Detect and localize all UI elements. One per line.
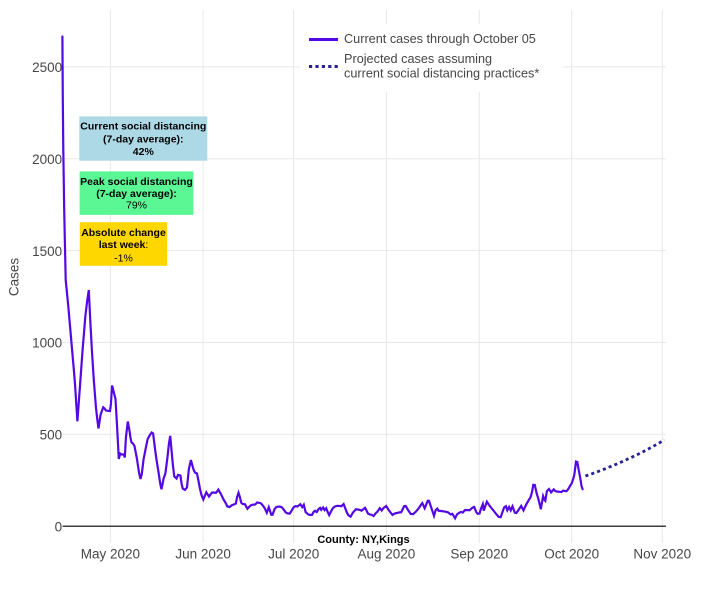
svg-text:Peak social distancing: Peak social distancing bbox=[80, 176, 193, 188]
svg-text:May 2020: May 2020 bbox=[81, 547, 140, 562]
svg-text:(7-day average):: (7-day average): bbox=[103, 133, 184, 145]
svg-text:(7-day average):: (7-day average): bbox=[96, 188, 177, 200]
svg-text:2500: 2500 bbox=[32, 60, 62, 75]
svg-text:0: 0 bbox=[55, 519, 63, 534]
svg-text:Cases: Cases bbox=[7, 258, 22, 297]
svg-text:Current social distancing: Current social distancing bbox=[80, 120, 206, 132]
svg-text:1000: 1000 bbox=[32, 336, 62, 351]
svg-text:Current cases through October: Current cases through October 05 bbox=[344, 32, 536, 46]
svg-text:Sep 2020: Sep 2020 bbox=[450, 547, 508, 562]
svg-text:79%: 79% bbox=[126, 200, 147, 212]
svg-text:Oct 2020: Oct 2020 bbox=[544, 547, 599, 562]
svg-text:Absolute change: Absolute change bbox=[81, 227, 166, 239]
svg-text:500: 500 bbox=[40, 428, 63, 443]
svg-text:County: NY,Kings: County: NY,Kings bbox=[317, 534, 409, 546]
svg-text:Jul 2020: Jul 2020 bbox=[268, 547, 319, 562]
svg-text:-1%: -1% bbox=[114, 252, 133, 264]
svg-text:Nov 2020: Nov 2020 bbox=[633, 547, 691, 562]
svg-text:current social distancing prac: current social distancing practices* bbox=[344, 66, 539, 80]
svg-text:Jun 2020: Jun 2020 bbox=[175, 547, 231, 562]
svg-text:Aug 2020: Aug 2020 bbox=[357, 547, 415, 562]
svg-text:1500: 1500 bbox=[32, 244, 62, 259]
svg-text:42%: 42% bbox=[133, 146, 155, 158]
svg-text:last week:: last week: bbox=[99, 239, 149, 251]
svg-text:2000: 2000 bbox=[32, 152, 62, 167]
svg-text:Projected cases assuming: Projected cases assuming bbox=[344, 52, 492, 66]
